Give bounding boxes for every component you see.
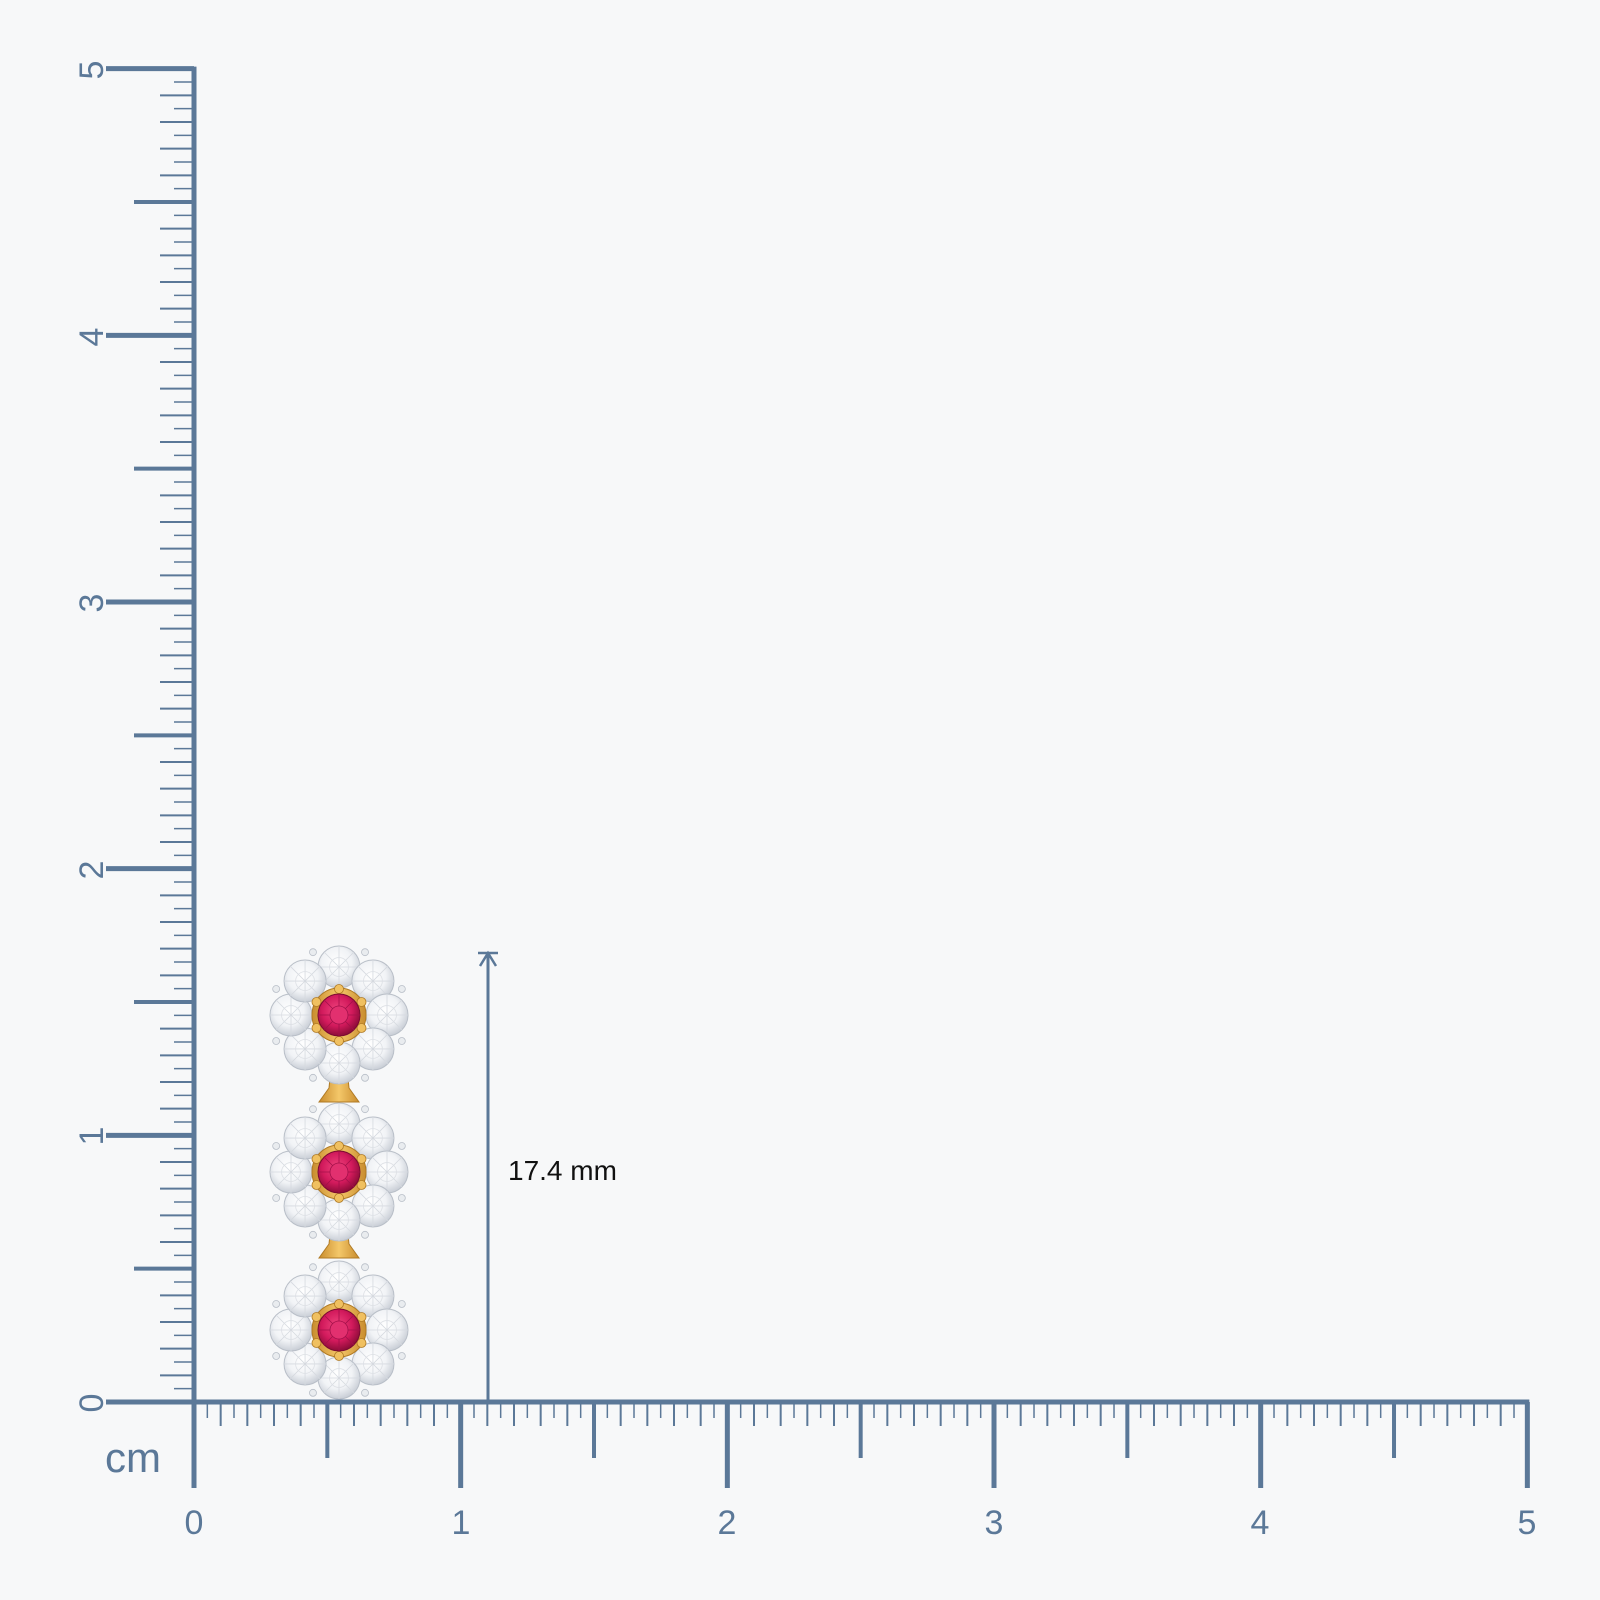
- gold-prong: [334, 1036, 344, 1046]
- accent-diamond: [365, 1150, 409, 1194]
- x-tick-label-3: 3: [985, 1504, 1004, 1542]
- flower-cluster: [269, 1260, 409, 1400]
- gold-prong: [311, 997, 322, 1007]
- accent-diamond: [351, 959, 395, 1003]
- prong: [361, 1263, 369, 1272]
- y-axis-tick-labels: 0 1 2 3 4 5: [73, 61, 111, 1413]
- accent-diamond: [351, 1116, 395, 1160]
- y-tick-label-0: 0: [73, 1394, 111, 1413]
- gold-prong: [356, 1023, 367, 1033]
- gold-prong: [356, 1154, 367, 1164]
- prong: [272, 1037, 281, 1045]
- gold-prong: [356, 1338, 367, 1348]
- gold-prong: [311, 1312, 322, 1322]
- x-tick-label-4: 4: [1251, 1504, 1270, 1542]
- prong: [309, 1263, 317, 1272]
- earring-product-image: [269, 945, 409, 1400]
- prong: [272, 1300, 281, 1308]
- gold-prong: [334, 1351, 344, 1361]
- gold-prong: [334, 1141, 344, 1151]
- accent-diamond: [269, 993, 313, 1037]
- y-tick-label-1: 1: [73, 1127, 111, 1146]
- accent-diamond: [317, 945, 361, 989]
- flower-cluster: [269, 945, 409, 1085]
- prong: [397, 1352, 406, 1360]
- prong: [309, 1073, 317, 1082]
- prong: [397, 1142, 406, 1150]
- y-tick-label-3: 3: [73, 594, 111, 613]
- x-axis-tick-labels: 0 1 2 3 4 5: [185, 1504, 1537, 1542]
- accent-diamond: [283, 1116, 327, 1160]
- gold-prong: [311, 1023, 322, 1033]
- accent-diamond: [283, 1342, 327, 1386]
- ruby-center-stone: [317, 1308, 361, 1352]
- gold-prong: [311, 1154, 322, 1164]
- prong: [309, 1230, 317, 1239]
- flower-cluster: [269, 1102, 409, 1242]
- gold-prong: [334, 1299, 344, 1309]
- accent-diamond: [283, 959, 327, 1003]
- y-tick-label-4: 4: [73, 328, 111, 347]
- accent-diamond: [351, 1027, 395, 1071]
- gold-prong: [311, 1338, 322, 1348]
- x-tick-label-0: 0: [185, 1504, 204, 1542]
- prong: [397, 1037, 406, 1045]
- prong: [397, 1194, 406, 1202]
- prong: [272, 985, 281, 993]
- gold-prong: [311, 1180, 322, 1190]
- prong: [361, 1105, 369, 1114]
- gold-prong: [356, 1312, 367, 1322]
- y-tick-label-5: 5: [73, 61, 111, 80]
- prong: [309, 1105, 317, 1114]
- height-measurement-label: 17.4 mm: [508, 1155, 617, 1186]
- ruby-center-stone: [317, 1150, 361, 1194]
- prong: [272, 1142, 281, 1150]
- unit-label: cm: [105, 1434, 161, 1481]
- prong: [361, 1073, 369, 1082]
- gold-prong: [356, 1180, 367, 1190]
- vertical-ruler: [106, 66, 197, 1405]
- prong: [272, 1352, 281, 1360]
- y-tick-label-2: 2: [73, 861, 111, 880]
- prong: [361, 948, 369, 957]
- prong: [272, 1194, 281, 1202]
- horizontal-ruler: [191, 1399, 1530, 1488]
- prong: [361, 1388, 369, 1397]
- prong: [397, 1300, 406, 1308]
- accent-diamond: [269, 1308, 313, 1352]
- prong: [397, 985, 406, 993]
- height-dimension-arrow: [478, 950, 498, 1402]
- gold-prong: [334, 984, 344, 994]
- accent-diamond: [283, 1027, 327, 1071]
- x-tick-label-2: 2: [718, 1504, 737, 1542]
- gold-prong: [356, 997, 367, 1007]
- prong: [309, 948, 317, 957]
- accent-diamond: [351, 1274, 395, 1318]
- accent-diamond: [365, 993, 409, 1037]
- x-tick-label-1: 1: [452, 1504, 471, 1542]
- prong: [309, 1388, 317, 1397]
- x-tick-label-5: 5: [1518, 1504, 1537, 1542]
- accent-diamond: [283, 1274, 327, 1318]
- ruby-center-stone: [317, 993, 361, 1037]
- gold-prong: [334, 1193, 344, 1203]
- prong: [361, 1230, 369, 1239]
